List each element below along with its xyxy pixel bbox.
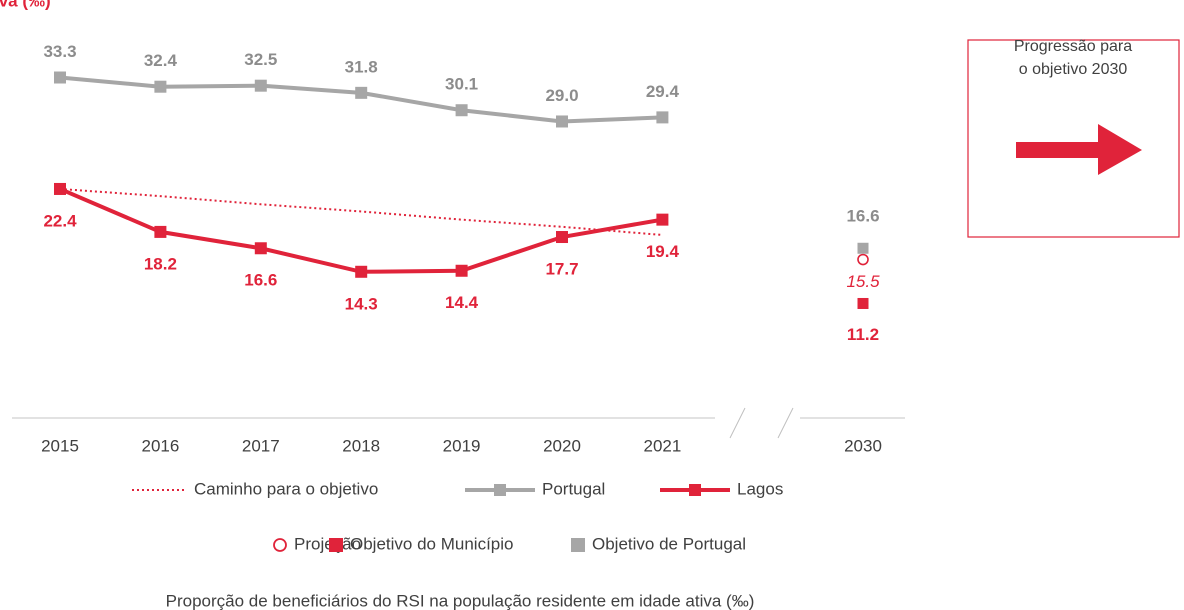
legend-label: Portugal bbox=[542, 479, 605, 498]
data-label: 32.4 bbox=[144, 51, 178, 70]
x-tick-label: 2016 bbox=[141, 436, 179, 455]
data-label: 29.4 bbox=[646, 82, 680, 101]
marker bbox=[556, 231, 568, 244]
legend-swatch bbox=[494, 484, 506, 496]
data-label: 30.1 bbox=[445, 75, 478, 94]
annotation-box bbox=[967, 39, 1180, 238]
marker bbox=[556, 115, 568, 128]
legend-label: Caminho para o objetivo bbox=[194, 479, 378, 498]
marker bbox=[857, 253, 869, 266]
legend-swatch bbox=[273, 538, 287, 552]
legend-swatch bbox=[689, 484, 701, 496]
marker bbox=[355, 265, 368, 278]
x-tick-label: 2015 bbox=[41, 436, 79, 455]
marker bbox=[656, 213, 669, 226]
marker bbox=[254, 79, 267, 92]
axis-break bbox=[777, 407, 794, 439]
data-label: 17.7 bbox=[545, 260, 578, 279]
data-label: 11.2 bbox=[847, 325, 879, 344]
x-tick-label: 2018 bbox=[342, 436, 380, 455]
marker bbox=[455, 264, 468, 277]
axis-break bbox=[729, 407, 746, 439]
annotation: Progressão para bbox=[1014, 38, 1132, 55]
marker bbox=[656, 111, 669, 124]
marker bbox=[54, 71, 66, 84]
marker bbox=[54, 182, 66, 195]
data-label: 16.6 bbox=[244, 271, 277, 290]
target-path-line bbox=[59, 187, 663, 236]
caption: Proporção de beneficiários do RSI na pop… bbox=[166, 591, 755, 610]
marker bbox=[254, 242, 267, 255]
x-tick-label: 2021 bbox=[643, 436, 681, 455]
data-label: 29.0 bbox=[545, 86, 578, 105]
legend-label: Objetivo de Portugal bbox=[592, 534, 746, 553]
x-tick-label: 2030 bbox=[844, 436, 882, 455]
legend-label: Projeção bbox=[294, 534, 361, 553]
data-label: 19.4 bbox=[646, 242, 680, 261]
chart-title: iva (‰) bbox=[0, 0, 51, 10]
legend-label: Objetivo do Município bbox=[350, 534, 513, 553]
data-label: 14.4 bbox=[445, 293, 479, 312]
marker bbox=[857, 242, 869, 254]
data-label: 33.3 bbox=[43, 42, 76, 61]
marker bbox=[455, 104, 468, 117]
legend-swatch bbox=[329, 538, 343, 552]
marker bbox=[154, 225, 167, 238]
arrow-icon bbox=[1016, 124, 1142, 175]
annotation: o objetivo 2030 bbox=[1019, 61, 1128, 78]
legend-swatch bbox=[571, 538, 585, 552]
axis-break bbox=[715, 410, 800, 426]
data-label: 22.4 bbox=[43, 211, 77, 230]
x-tick-label: 2020 bbox=[543, 436, 581, 455]
marker bbox=[355, 86, 368, 99]
data-label: 32.5 bbox=[244, 50, 277, 69]
marker bbox=[857, 297, 869, 309]
data-label: 15.5 bbox=[846, 272, 880, 291]
x-tick-label: 2017 bbox=[242, 436, 280, 455]
data-label: 16.6 bbox=[846, 207, 879, 226]
x-tick-label: 2019 bbox=[443, 436, 481, 455]
data-label: 18.2 bbox=[144, 254, 177, 273]
data-label: 31.8 bbox=[345, 57, 378, 76]
data-label: 14.3 bbox=[345, 294, 378, 313]
legend-label: Lagos bbox=[737, 479, 783, 498]
marker bbox=[154, 80, 167, 93]
